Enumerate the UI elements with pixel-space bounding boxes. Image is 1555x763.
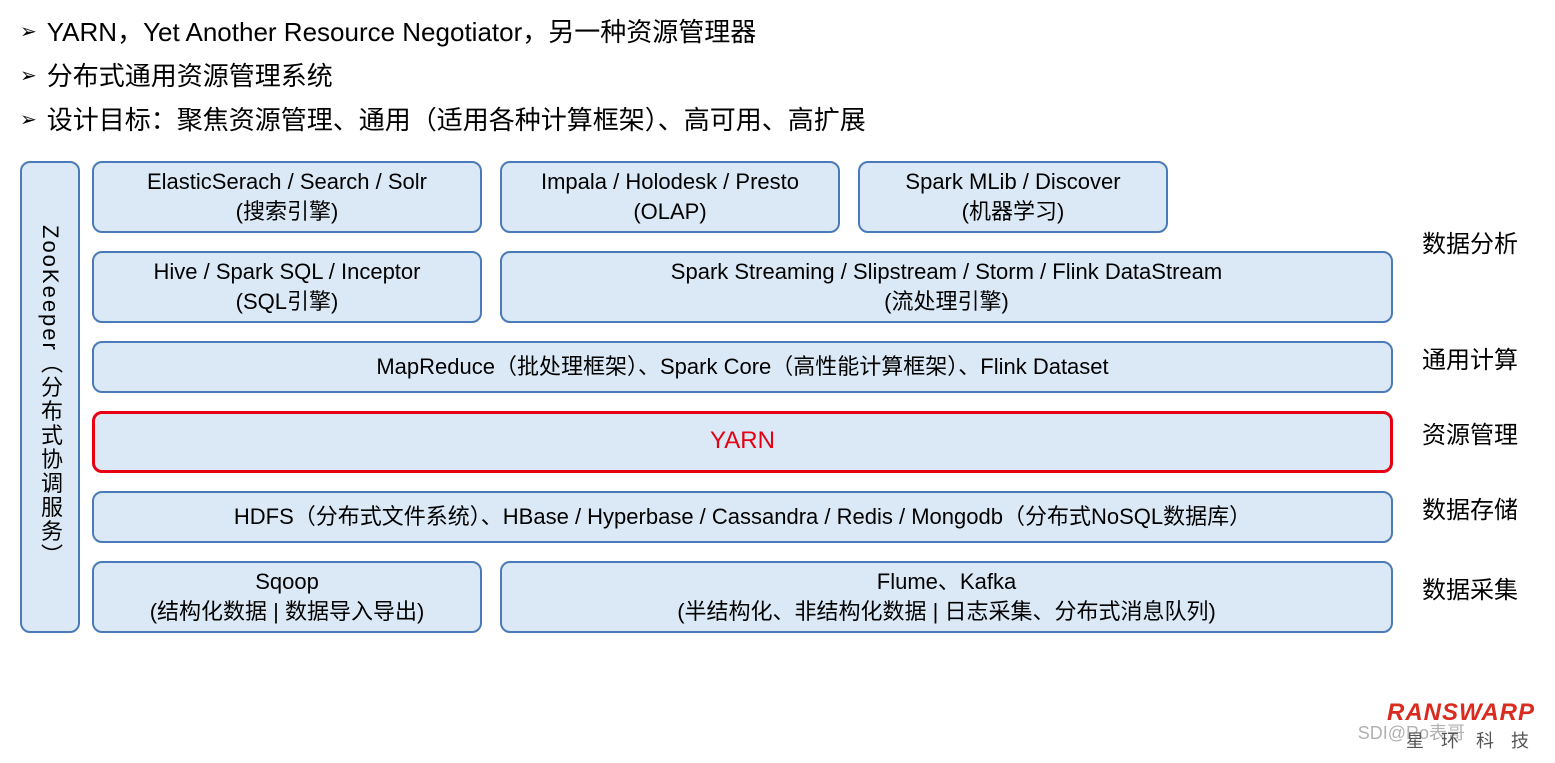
ingest-row: Sqoop (结构化数据 | 数据导入导出) Flume、Kafka (半结构化…: [92, 561, 1393, 633]
architecture-diagram: ZooKeeper（分布式协调服务） ElasticSerach / Searc…: [20, 161, 1535, 633]
box-title: Spark MLib / Discover: [905, 167, 1120, 197]
bullet-item: ➢ YARN，Yet Another Resource Negotiator，另…: [20, 10, 1535, 54]
stream-box: Spark Streaming / Slipstream / Storm / F…: [500, 251, 1393, 323]
box-title: YARN: [710, 425, 775, 457]
bullet-text: YARN，Yet Another Resource Negotiator，另一种…: [47, 10, 756, 54]
box-subtitle: (OLAP): [633, 197, 706, 227]
compute-box: MapReduce（批处理框架）、Spark Core（高性能计算框架）、Fli…: [92, 341, 1393, 393]
box-title: HDFS（分布式文件系统）、HBase / Hyperbase / Cassan…: [234, 502, 1251, 532]
box-title: Impala / Holodesk / Presto: [541, 167, 799, 197]
box-title: Spark Streaming / Slipstream / Storm / F…: [671, 257, 1222, 287]
box-subtitle: (机器学习): [962, 197, 1065, 227]
box-subtitle: (SQL引擎): [236, 287, 339, 317]
bullet-marker-icon: ➢: [20, 59, 37, 93]
box-subtitle: (流处理引擎): [884, 287, 1009, 317]
label-analysis: 数据分析: [1405, 161, 1535, 323]
box-title: ElasticSerach / Search / Solr: [147, 167, 427, 197]
side-labels: 数据分析 通用计算 资源管理 数据存储 数据采集: [1405, 161, 1535, 633]
olap-box: Impala / Holodesk / Presto (OLAP): [500, 161, 840, 233]
compute-row: MapReduce（批处理框架）、Spark Core（高性能计算框架）、Fli…: [92, 341, 1393, 393]
box-title: Hive / Spark SQL / Inceptor: [154, 257, 421, 287]
watermark-overlay: SDI@Ro表哥: [1358, 719, 1465, 745]
box-subtitle: (搜索引擎): [236, 197, 339, 227]
storage-box: HDFS（分布式文件系统）、HBase / Hyperbase / Cassan…: [92, 491, 1393, 543]
bullet-list: ➢ YARN，Yet Another Resource Negotiator，另…: [20, 10, 1535, 143]
bullet-item: ➢ 设计目标：聚焦资源管理、通用（适用各种计算框架）、高可用、高扩展: [20, 98, 1535, 142]
zookeeper-box: ZooKeeper（分布式协调服务）: [20, 161, 80, 633]
bullet-text: 分布式通用资源管理系统: [47, 54, 333, 98]
analysis-row-2: Hive / Spark SQL / Inceptor (SQL引擎) Spar…: [92, 251, 1393, 323]
sql-box: Hive / Spark SQL / Inceptor (SQL引擎): [92, 251, 482, 323]
box-title: MapReduce（批处理框架）、Spark Core（高性能计算框架）、Fli…: [376, 352, 1108, 382]
bullet-item: ➢ 分布式通用资源管理系统: [20, 54, 1535, 98]
label-resource: 资源管理: [1405, 393, 1535, 473]
label-storage: 数据存储: [1405, 473, 1535, 543]
label-ingest: 数据采集: [1405, 543, 1535, 633]
bullet-marker-icon: ➢: [20, 103, 37, 137]
analysis-row-1: ElasticSerach / Search / Solr (搜索引擎) Imp…: [92, 161, 1393, 233]
main-column: ElasticSerach / Search / Solr (搜索引擎) Imp…: [92, 161, 1393, 633]
label-compute: 通用计算: [1405, 323, 1535, 393]
yarn-row: YARN: [92, 411, 1393, 473]
yarn-box: YARN: [92, 411, 1393, 473]
box-title: Flume、Kafka: [877, 567, 1016, 597]
sqoop-box: Sqoop (结构化数据 | 数据导入导出): [92, 561, 482, 633]
search-box: ElasticSerach / Search / Solr (搜索引擎): [92, 161, 482, 233]
storage-row: HDFS（分布式文件系统）、HBase / Hyperbase / Cassan…: [92, 491, 1393, 543]
box-title: Sqoop: [255, 567, 319, 597]
bullet-text: 设计目标：聚焦资源管理、通用（适用各种计算框架）、高可用、高扩展: [47, 98, 866, 142]
box-subtitle: (结构化数据 | 数据导入导出): [150, 597, 425, 627]
bullet-marker-icon: ➢: [20, 15, 37, 49]
ml-box: Spark MLib / Discover (机器学习): [858, 161, 1168, 233]
flume-box: Flume、Kafka (半结构化、非结构化数据 | 日志采集、分布式消息队列): [500, 561, 1393, 633]
box-subtitle: (半结构化、非结构化数据 | 日志采集、分布式消息队列): [677, 597, 1216, 627]
zookeeper-label: ZooKeeper（分布式协调服务）: [34, 225, 66, 568]
